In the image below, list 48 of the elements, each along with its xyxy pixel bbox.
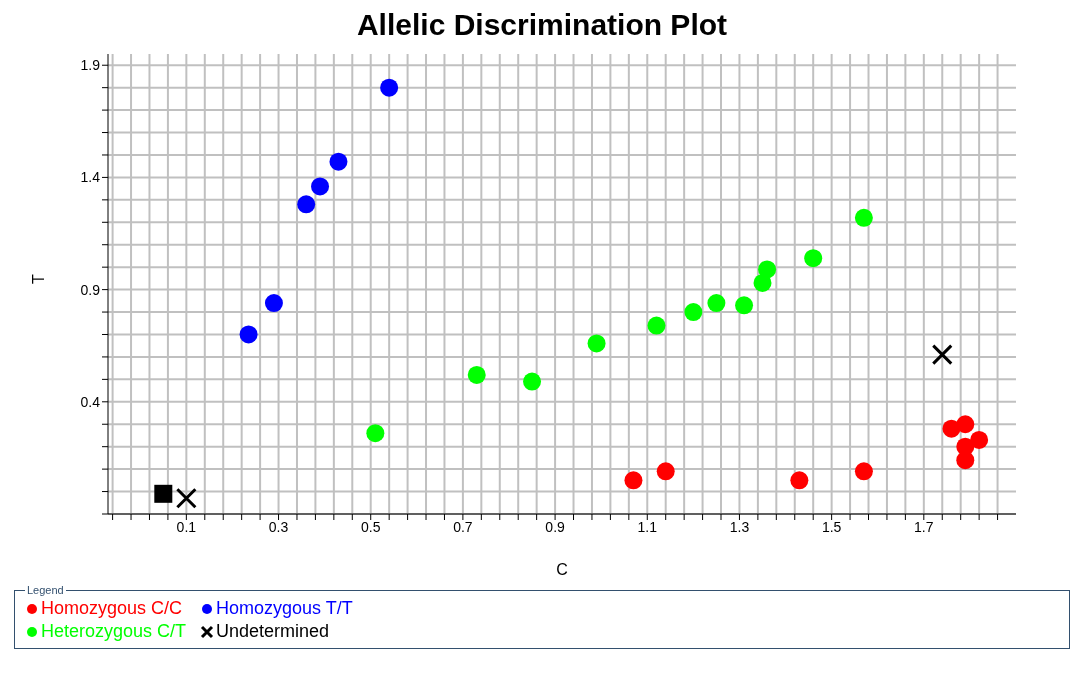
point (804, 249, 823, 268)
point (175, 487, 197, 509)
point (790, 471, 809, 490)
x-tick-label: 1.7 (914, 518, 934, 535)
point (624, 471, 643, 490)
point (758, 260, 777, 279)
point (707, 294, 726, 313)
point (380, 78, 399, 97)
x-tick-label: 0.9 (545, 518, 566, 535)
point (239, 325, 258, 344)
point (854, 208, 873, 227)
x-tick-label: 1.1 (637, 518, 658, 535)
point (264, 294, 283, 313)
y-axis-title: T (29, 274, 47, 284)
x-tick-label: 1.3 (729, 518, 750, 535)
legend-label: Homozygous T/T (215, 598, 353, 619)
x-tick-label: 0.3 (268, 518, 289, 535)
point (154, 484, 173, 503)
chart-title: Allelic Discrimination Plot (355, 8, 729, 42)
point (931, 344, 953, 366)
point (854, 462, 873, 481)
x-tick-label: 0.5 (360, 518, 381, 535)
point (656, 462, 675, 481)
point (467, 365, 486, 384)
point (970, 430, 989, 449)
point (329, 152, 348, 171)
y-tick-label: 1.9 (80, 57, 101, 74)
x-axis-title: C (556, 561, 568, 579)
legend-label: Heterozygous C/T (40, 621, 187, 642)
legend-title: Legend (26, 584, 65, 596)
y-tick-label: 0.4 (80, 393, 101, 410)
x-tick-label: 0.1 (176, 518, 197, 535)
point (297, 195, 316, 214)
y-tick-label: 1.4 (80, 169, 101, 186)
legend-label: Undetermined (215, 621, 330, 642)
point (956, 415, 975, 434)
point (647, 316, 666, 335)
point (956, 451, 975, 470)
x-tick-label: 1.5 (821, 518, 842, 535)
point (587, 334, 606, 353)
point (366, 424, 385, 443)
y-tick-label: 0.9 (80, 281, 101, 298)
point (735, 296, 754, 315)
legend-label: Homozygous C/C (40, 598, 183, 619)
x-tick-label: 0.7 (453, 518, 473, 535)
point (523, 372, 542, 391)
point (311, 177, 330, 196)
point (684, 303, 703, 322)
